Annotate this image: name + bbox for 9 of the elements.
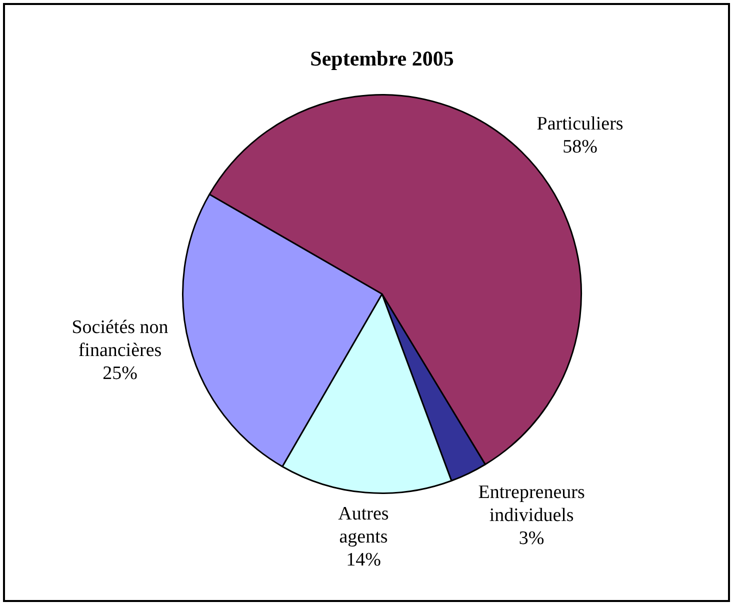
slice-label: Autres agents	[338, 503, 389, 548]
data-label: 14%	[346, 549, 382, 570]
slice-label: Entrepreneurs individuels	[478, 482, 585, 526]
chart-title: Septembre 2005	[310, 46, 454, 70]
data-label: 58%	[562, 136, 598, 158]
data-label: 25%	[102, 363, 138, 384]
slice-label: Sociétés non financières	[72, 317, 169, 362]
data-label: 3%	[518, 528, 544, 550]
slice-label: Particuliers	[536, 113, 624, 134]
